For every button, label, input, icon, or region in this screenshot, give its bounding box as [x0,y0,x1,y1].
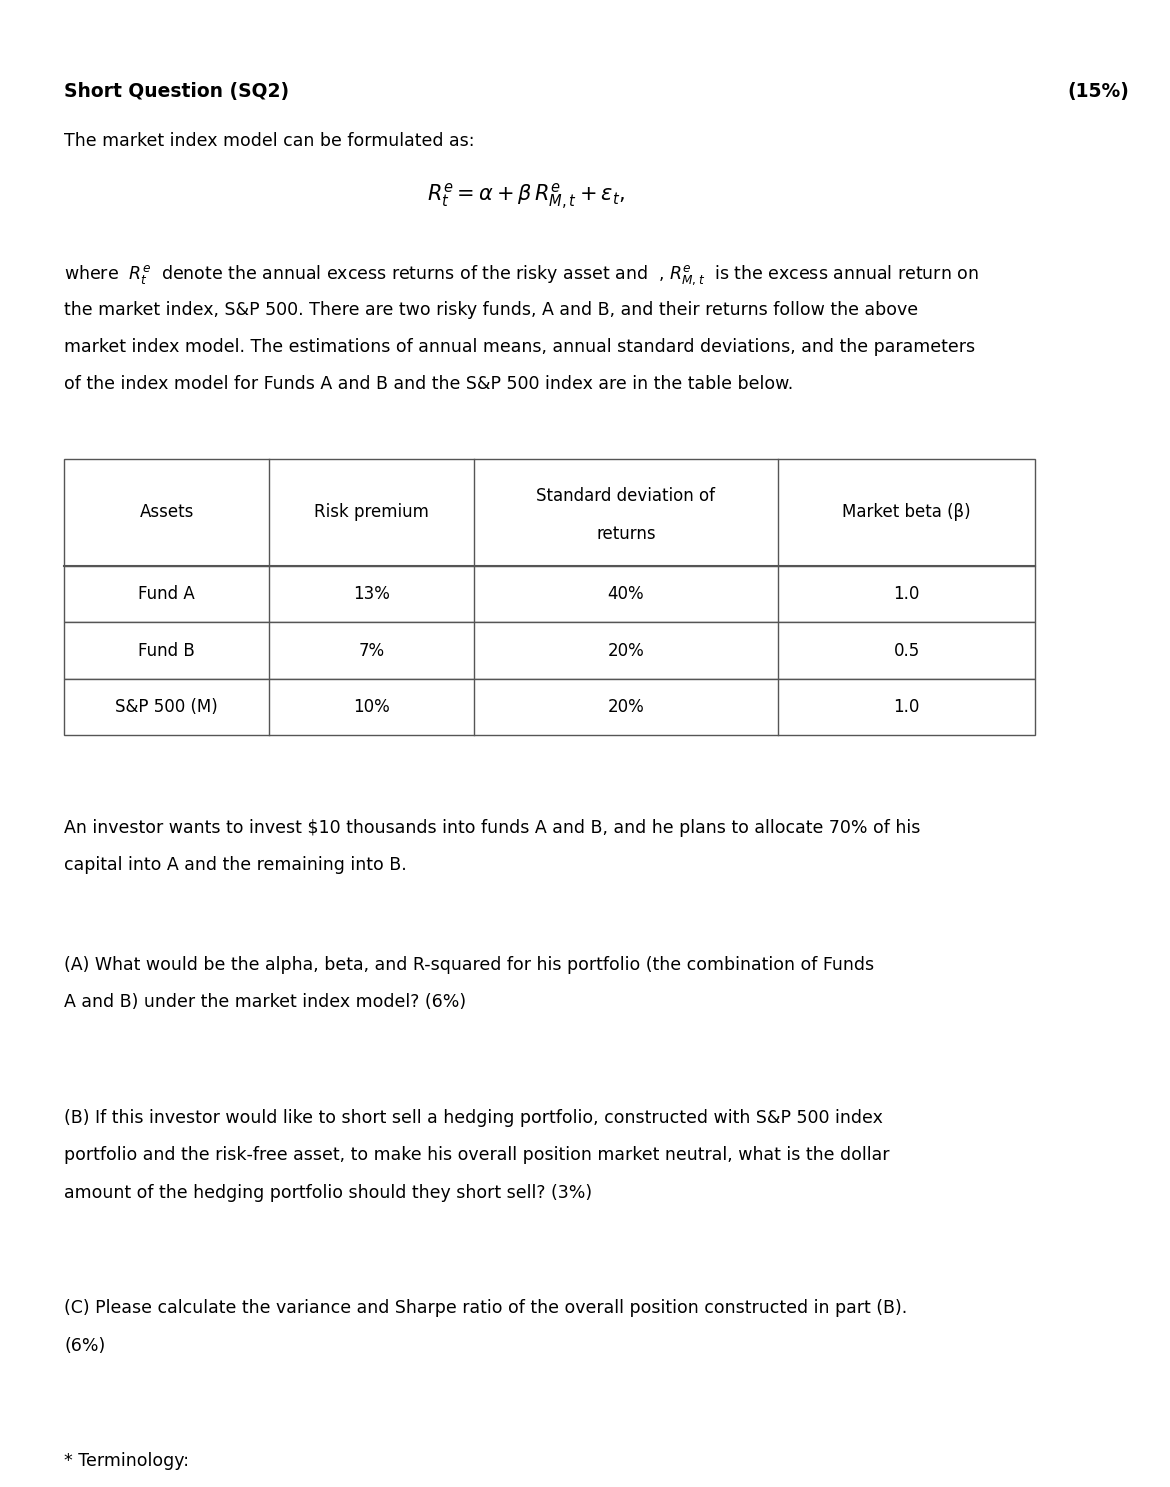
Text: (C) Please calculate the variance and Sharpe ratio of the overall position const: (C) Please calculate the variance and Sh… [64,1300,908,1317]
Bar [64,623,1035,680]
Text: market index model. The estimations of annual means, annual standard deviations,: market index model. The estimations of a… [64,338,976,355]
Text: The market index model can be formulated as:: The market index model can be formulated… [64,132,475,150]
Text: S&P 500 (M): S&P 500 (M) [116,697,218,717]
Text: 20%: 20% [607,641,645,660]
Text: of the index model for Funds A and B and the S&P 500 index are in the table belo: of the index model for Funds A and B and… [64,375,793,393]
Text: where  $R_t^e$  denote the annual excess returns of the risky asset and  , $R_{M: where $R_t^e$ denote the annual excess r… [64,263,979,287]
Bar [64,459,1035,567]
Text: (B) If this investor would like to short sell a hedging portfolio, constructed w: (B) If this investor would like to short… [64,1109,883,1127]
Text: (A) What would be the alpha, beta, and R-squared for his portfolio (the combinat: (A) What would be the alpha, beta, and R… [64,956,874,974]
Text: (15%): (15%) [1067,82,1129,101]
Text: Risk premium: Risk premium [314,503,429,522]
Text: 1.0: 1.0 [894,584,920,604]
Text: 10%: 10% [353,697,390,717]
Text: returns: returns [597,525,655,543]
Text: 13%: 13% [353,584,390,604]
Bar [64,680,1035,736]
Text: A and B) under the market index model? (6%): A and B) under the market index model? (… [64,993,467,1011]
Text: 1.0: 1.0 [894,697,920,717]
Text: 40%: 40% [607,584,645,604]
Text: amount of the hedging portfolio should they short sell? (3%): amount of the hedging portfolio should t… [64,1184,592,1201]
Text: An investor wants to invest $10 thousands into funds A and B, and he plans to al: An investor wants to invest $10 thousand… [64,819,921,837]
Text: portfolio and the risk-free asset, to make his overall position market neutral, : portfolio and the risk-free asset, to ma… [64,1146,890,1164]
Text: Fund B: Fund B [138,641,195,660]
Text: 0.5: 0.5 [894,641,920,660]
Text: 7%: 7% [358,641,385,660]
Text: Assets: Assets [139,503,194,522]
Text: $R_t^e = \alpha + \beta\, R_{M,t}^e + \epsilon_t,$: $R_t^e = \alpha + \beta\, R_{M,t}^e + \e… [427,181,626,213]
Text: (6%): (6%) [64,1337,105,1355]
Text: Fund A: Fund A [138,584,195,604]
Text: 20%: 20% [607,697,645,717]
Bar [64,567,1035,623]
Text: Market beta (β): Market beta (β) [842,503,971,522]
Text: capital into A and the remaining into B.: capital into A and the remaining into B. [64,857,407,874]
Text: Standard deviation of: Standard deviation of [537,488,715,506]
Text: * Terminology:: * Terminology: [64,1453,190,1471]
Text: the market index, S&P 500. There are two risky funds, A and B, and their returns: the market index, S&P 500. There are two… [64,300,918,318]
Text: Short Question (SQ2): Short Question (SQ2) [64,82,289,101]
